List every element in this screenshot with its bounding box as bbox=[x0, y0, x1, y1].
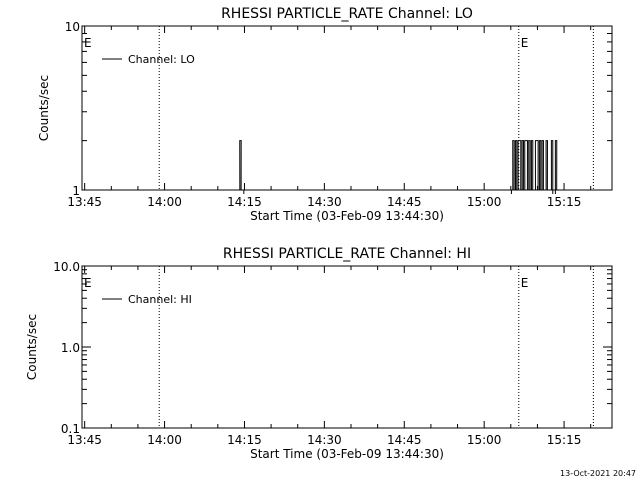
x-tick-label: 14:30 bbox=[307, 433, 342, 447]
x-tick-label: 15:00 bbox=[467, 195, 502, 209]
event-marker-label: E bbox=[84, 276, 92, 290]
x-tick-label: 13:45 bbox=[67, 195, 102, 209]
event-marker-label: E bbox=[521, 276, 529, 290]
x-tick-label: 15:00 bbox=[467, 433, 502, 447]
event-marker-label: E bbox=[84, 36, 92, 50]
chart-title: RHESSI PARTICLE_RATE Channel: HI bbox=[223, 246, 471, 262]
legend-label: Channel: LO bbox=[128, 53, 195, 66]
x-tick-label: 15:15 bbox=[547, 433, 582, 447]
legend-label: Channel: HI bbox=[128, 293, 192, 306]
chart-panel-lo: RHESSI PARTICLE_RATE Channel: LO 13:45 14:… bbox=[37, 6, 613, 223]
chart-panel-hi: RHESSI PARTICLE_RATE Channel: HI 13:45 14:… bbox=[25, 246, 613, 461]
y-tick-label: 0.1 bbox=[61, 422, 80, 436]
x-tick-label: 13:45 bbox=[67, 433, 102, 447]
x-axis-label: Start Time (03-Feb-09 13:44:30) bbox=[250, 447, 444, 461]
plot-frame bbox=[81, 25, 613, 191]
x-tick-label: 14:15 bbox=[227, 433, 262, 447]
x-tick-label: 15:15 bbox=[547, 195, 582, 209]
y-axis-label: Counts/sec bbox=[37, 75, 51, 141]
y-tick-label: 10.0 bbox=[53, 260, 80, 274]
x-tick-label: 14:45 bbox=[387, 195, 422, 209]
x-tick-label: 14:00 bbox=[147, 433, 182, 447]
chart-title: RHESSI PARTICLE_RATE Channel: LO bbox=[221, 6, 473, 22]
y-tick-label: 10 bbox=[65, 20, 80, 34]
y-axis-label: Counts/sec bbox=[25, 314, 39, 380]
x-tick-label: 14:15 bbox=[227, 195, 262, 209]
x-tick-label: 14:00 bbox=[147, 195, 182, 209]
y-tick-label: 1.0 bbox=[61, 341, 80, 355]
y-tick-label: 1 bbox=[72, 184, 80, 198]
series-line bbox=[238, 140, 563, 194]
x-axis-label: Start Time (03-Feb-09 13:44:30) bbox=[250, 209, 444, 223]
footer-timestamp: 13-Oct-2021 20:47 bbox=[560, 469, 636, 478]
x-tick-label: 14:45 bbox=[387, 433, 422, 447]
event-marker-label: E bbox=[521, 36, 529, 50]
x-tick-label: 14:30 bbox=[307, 195, 342, 209]
plot-frame bbox=[81, 265, 613, 429]
